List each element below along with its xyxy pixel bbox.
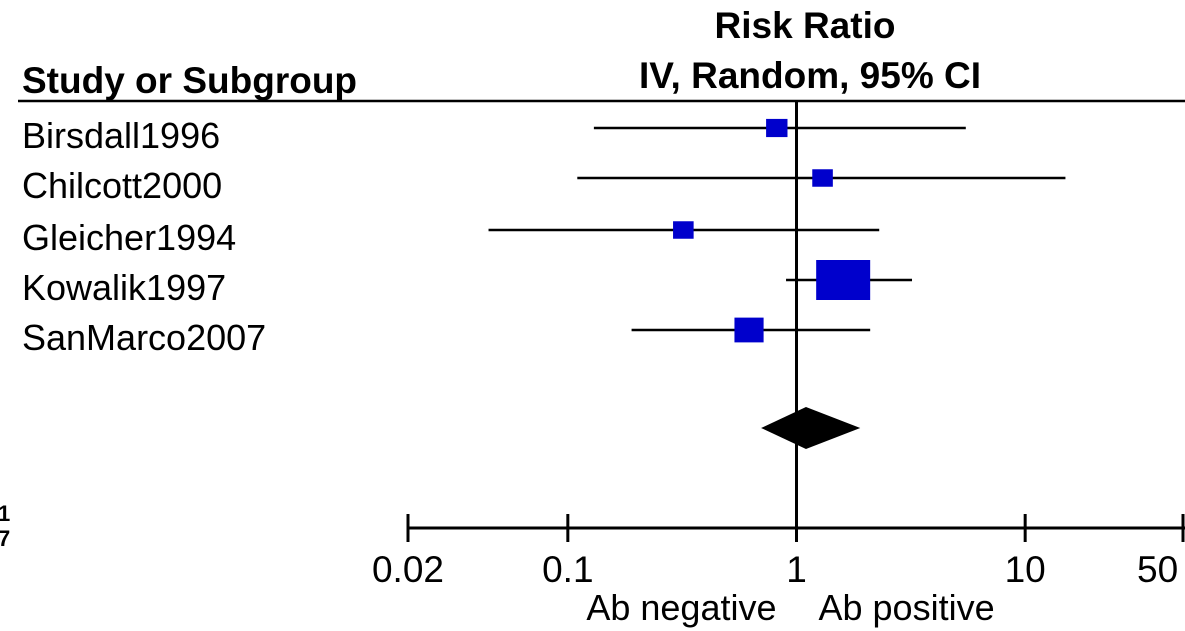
effect-subtitle: IV, Random, 95% CI: [639, 55, 981, 96]
study-label: Gleicher1994: [22, 217, 236, 258]
effect-title: Risk Ratio: [715, 5, 896, 46]
point-estimate-marker: [816, 260, 871, 300]
left-fragment-1: 1: [0, 501, 10, 526]
pooled-diamond: [761, 407, 861, 449]
study-label: Chilcott2000: [22, 165, 222, 206]
point-estimate-marker: [812, 169, 833, 187]
x-axis: 0.02 0.1 1 10 50: [372, 514, 1185, 590]
study-column-header: Study or Subgroup: [22, 60, 357, 101]
left-fragment-2: 7: [0, 526, 10, 551]
study-label: SanMarco2007: [22, 317, 266, 358]
axis-tick-label: 0.1: [542, 549, 593, 590]
direction-label-left: Ab negative: [586, 587, 776, 628]
study-label: Birsdall1996: [22, 115, 220, 156]
axis-tick-label: 1: [786, 549, 807, 590]
axis-tick-label: 50: [1137, 549, 1178, 590]
direction-label-right: Ab positive: [819, 587, 995, 628]
axis-tick-label: 10: [1005, 549, 1046, 590]
study-label: Kowalik1997: [22, 267, 226, 308]
point-estimate-marker: [673, 221, 694, 239]
study-rows: Birsdall1996 Chilcott2000 Gleicher1994 Kowa…: [22, 115, 1066, 449]
point-estimate-marker: [734, 317, 764, 343]
point-estimate-marker: [766, 118, 788, 138]
axis-tick-label: 0.02: [372, 549, 444, 590]
